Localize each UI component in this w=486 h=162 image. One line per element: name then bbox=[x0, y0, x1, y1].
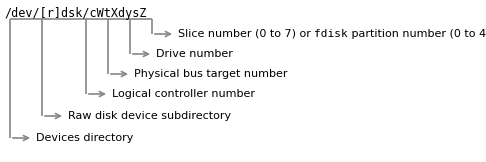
Text: fdisk: fdisk bbox=[314, 29, 348, 39]
Text: Devices directory: Devices directory bbox=[36, 133, 133, 143]
Text: Slice number (0 to 7) or: Slice number (0 to 7) or bbox=[178, 29, 314, 39]
Text: Logical controller number: Logical controller number bbox=[112, 89, 255, 99]
Text: Raw disk device subdirectory: Raw disk device subdirectory bbox=[68, 111, 231, 121]
Text: /dev/[r]dsk/cWtXdysZ: /dev/[r]dsk/cWtXdysZ bbox=[4, 7, 146, 20]
Text: Physical bus target number: Physical bus target number bbox=[134, 69, 288, 79]
Text: Drive number: Drive number bbox=[156, 49, 233, 59]
Text: partition number (0 to 4): partition number (0 to 4) bbox=[348, 29, 486, 39]
